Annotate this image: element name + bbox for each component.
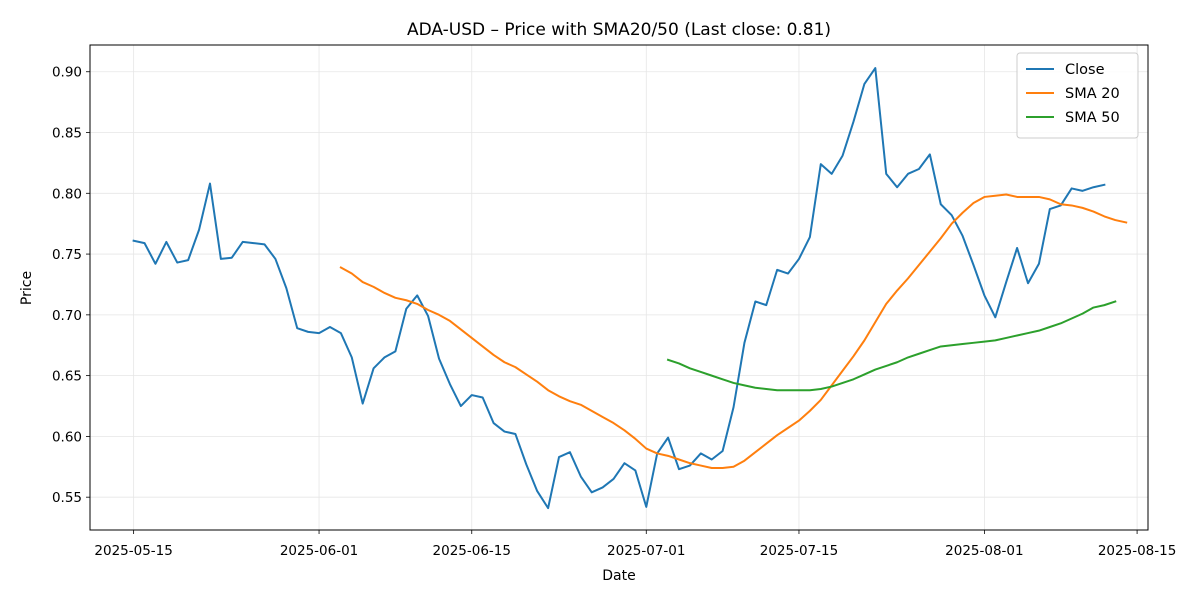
x-axis-ticks: 2025-05-15 2025-06-01 2025-06-15 2025-07-01… (94, 530, 1176, 559)
x-tick-label: 2025-05-15 (94, 543, 172, 559)
series-line-sma-20 (339, 193, 1128, 470)
y-tick-label: 0.60 (52, 429, 82, 445)
x-axis-title: Date (602, 568, 635, 584)
legend: Close SMA 20 SMA 50 (1016, 52, 1139, 139)
series-line-sma-50 (666, 300, 1117, 392)
y-axis-title: Price (19, 271, 35, 305)
x-tick-label: 2025-06-01 (280, 543, 358, 559)
x-tick-label: 2025-08-15 (1098, 543, 1176, 559)
plot-frame (89, 44, 1149, 531)
legend-label-sma-50: SMA 50 (1065, 110, 1120, 126)
series-lines (132, 67, 1128, 510)
series-line-close (132, 67, 1106, 510)
y-tick-label: 0.55 (52, 490, 82, 506)
x-tick-label: 2025-07-01 (607, 543, 685, 559)
y-tick-label: 0.90 (52, 65, 82, 81)
y-tick-label: 0.70 (52, 308, 82, 324)
y-tick-label: 0.65 (52, 369, 82, 385)
x-tick-label: 2025-07-15 (760, 543, 838, 559)
grid-lines (90, 45, 1148, 530)
legend-label-sma-20: SMA 20 (1065, 86, 1120, 102)
x-tick-label: 2025-06-15 (433, 543, 511, 559)
legend-label-close: Close (1065, 62, 1105, 78)
y-axis-ticks: 0.55 0.60 0.65 0.70 0.75 0.80 0.85 0.90 (52, 65, 90, 506)
y-tick-label: 0.85 (52, 126, 82, 142)
chart-title: ADA-USD – Price with SMA20/50 (Last clos… (407, 20, 831, 40)
y-tick-label: 0.80 (52, 186, 82, 202)
x-tick-label: 2025-08-01 (945, 543, 1023, 559)
y-tick-label: 0.75 (52, 247, 82, 263)
